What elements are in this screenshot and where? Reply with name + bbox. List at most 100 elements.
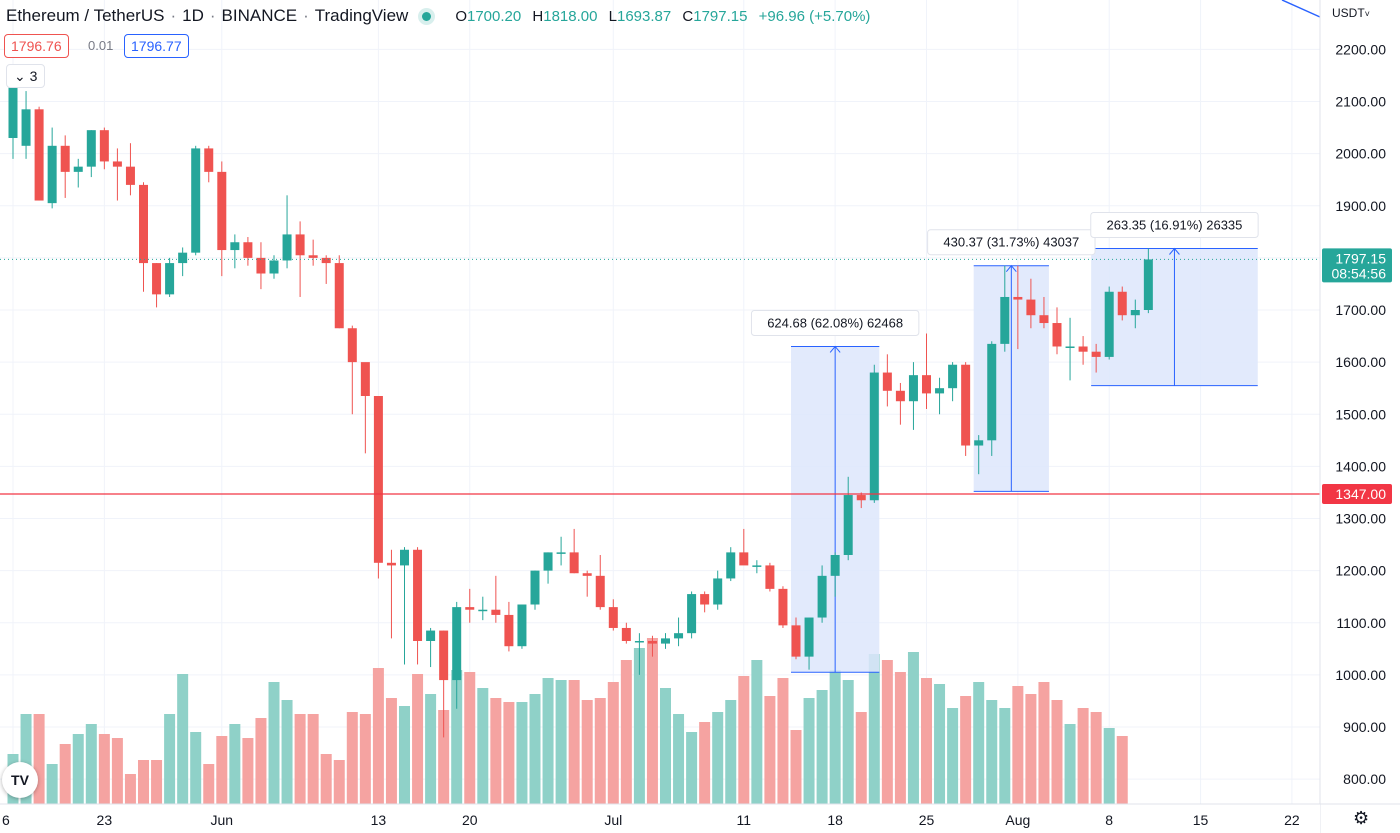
candle-body — [86, 130, 96, 167]
candle — [1130, 299, 1140, 329]
candle-body — [282, 234, 292, 261]
time-tick-label: 23 — [97, 812, 113, 828]
sell-price-button[interactable]: 1796.76 — [4, 34, 69, 58]
volume-bar — [542, 678, 554, 804]
candle — [1078, 336, 1088, 365]
volume-bar — [503, 702, 515, 804]
candle-body — [465, 607, 475, 610]
price-tick-label: 800.00 — [1343, 771, 1386, 787]
candle-body — [73, 166, 83, 172]
candle-body — [595, 575, 605, 608]
candle-body — [230, 242, 240, 251]
volume-bar — [138, 760, 149, 804]
candle-body — [321, 257, 331, 264]
volume-bar — [72, 734, 84, 804]
candle-body — [791, 625, 801, 657]
candle-body — [569, 552, 579, 574]
candle — [1104, 286, 1114, 360]
gear-icon[interactable]: ⚙ — [1353, 808, 1370, 828]
candle — [60, 135, 70, 198]
volume-bar — [294, 714, 306, 804]
candle — [230, 234, 240, 269]
candle-body — [478, 609, 488, 612]
measure-label-box — [750, 309, 920, 336]
volume-bar — [307, 714, 319, 804]
tradingview-logo-icon[interactable]: TV — [2, 762, 38, 798]
volume-bar — [1090, 712, 1102, 804]
candle — [334, 255, 344, 329]
volume-bar — [216, 736, 228, 804]
volume-bar — [934, 684, 946, 804]
chart-grid — [0, 0, 1320, 804]
volume-bar — [1077, 708, 1089, 804]
buy-price-button[interactable]: 1796.77 — [124, 34, 189, 58]
volume-bar — [177, 674, 189, 804]
candle — [517, 604, 527, 649]
close-value: 1797.15 — [693, 7, 748, 25]
currency-selector[interactable]: USDT˅ — [1332, 6, 1370, 20]
candle-body — [269, 260, 279, 274]
candle-body — [530, 570, 540, 605]
candle — [360, 362, 370, 454]
candle — [321, 255, 331, 284]
candle — [347, 325, 357, 415]
price-tick-label: 900.00 — [1343, 719, 1386, 735]
candle — [125, 143, 135, 196]
candle-body — [334, 263, 344, 329]
candle-body — [778, 588, 788, 626]
symbol-header[interactable]: Ethereum / TetherUS · 1D · BINANCE · Tra… — [6, 6, 870, 26]
candle — [856, 492, 866, 509]
symbol-title[interactable]: Ethereum / TetherUS — [6, 6, 165, 25]
candle — [1013, 265, 1023, 350]
candle — [765, 562, 775, 592]
candle — [504, 601, 514, 652]
time-axis-bg — [0, 804, 1320, 833]
candle — [308, 239, 318, 266]
candle — [452, 601, 462, 709]
separator: · — [209, 6, 216, 25]
price-lines[interactable] — [0, 0, 1321, 495]
market-status-icon[interactable] — [422, 11, 432, 21]
volume-bar — [1064, 724, 1076, 804]
price-tick-label: 1400.00 — [1335, 458, 1386, 474]
candle — [778, 586, 788, 628]
candle — [1026, 278, 1036, 329]
candle-body — [700, 594, 710, 605]
candle-body — [178, 252, 188, 264]
indicators-toggle[interactable]: ⌄ 3 — [6, 64, 46, 88]
candle-body — [661, 638, 670, 644]
candle — [726, 547, 736, 582]
candle — [373, 396, 383, 579]
candle — [8, 78, 18, 159]
candle-body — [608, 607, 618, 628]
candle-body — [687, 594, 697, 634]
interval-label[interactable]: 1D — [182, 6, 204, 25]
candle-body — [961, 364, 971, 446]
volume-bar — [516, 702, 528, 804]
volume-bar — [947, 708, 959, 804]
candle — [386, 549, 396, 639]
candle — [687, 591, 697, 639]
candle — [530, 570, 540, 610]
candle-body — [830, 554, 840, 576]
candle — [661, 633, 670, 649]
price-tick-label: 1700.00 — [1335, 302, 1386, 318]
candle-body — [974, 440, 984, 446]
candle-body — [1000, 296, 1010, 344]
candle — [739, 528, 749, 566]
candle-body — [47, 145, 57, 204]
time-axis[interactable]: 6 23 Jun 13 20 Jul 11 18 25 Aug 8 15 22 — [0, 803, 1400, 833]
time-tick-label: 11 — [737, 812, 752, 828]
candle-body — [452, 607, 462, 681]
candle — [948, 362, 958, 402]
price-axis[interactable]: 800.00 900.00 1000.00 1100.00 1200.00 1300.00… — [1319, 0, 1400, 833]
volume-bar — [346, 712, 358, 804]
last-price-badge — [1322, 248, 1392, 283]
candle-body — [360, 362, 370, 397]
candle — [908, 362, 918, 430]
candle — [700, 591, 710, 613]
candle — [413, 547, 423, 665]
exchange-label: BINANCE — [221, 6, 298, 25]
price-tick-label: 1300.00 — [1335, 511, 1386, 527]
